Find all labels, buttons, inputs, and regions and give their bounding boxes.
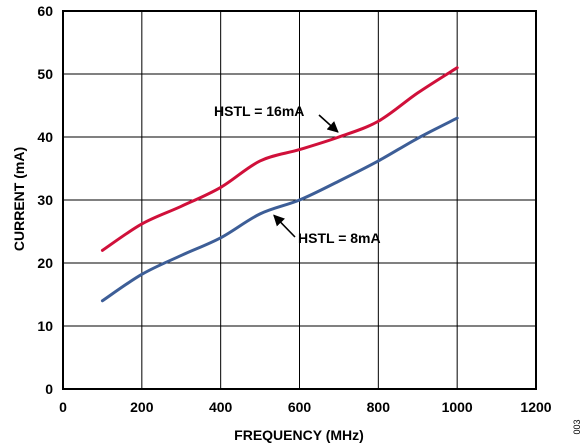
y-tick-label: 10 bbox=[37, 318, 53, 334]
x-tick-label: 1000 bbox=[442, 399, 473, 415]
series-line-1 bbox=[100, 66, 459, 252]
annotations: HSTL = 16mA HSTL = 8mA bbox=[214, 103, 381, 246]
x-tick-label: 400 bbox=[209, 399, 233, 415]
annotation-hstl-8ma: HSTL = 8mA bbox=[298, 230, 381, 246]
annotation-arrow-8ma bbox=[273, 214, 296, 238]
y-tick-label: 50 bbox=[37, 66, 53, 82]
series-line-2 bbox=[100, 116, 459, 303]
x-tick-label: 0 bbox=[59, 399, 67, 415]
y-tick-label: 0 bbox=[45, 381, 53, 397]
x-tick-label: 200 bbox=[130, 399, 154, 415]
tick-labels: 0 200 400 600 800 1000 1200 0 10 20 30 40 50 60 bbox=[37, 3, 551, 415]
y-tick-label: 60 bbox=[37, 3, 53, 19]
y-tick-label: 30 bbox=[37, 192, 53, 208]
data-series bbox=[100, 66, 459, 303]
y-tick-label: 20 bbox=[37, 255, 53, 271]
x-axis-title: FREQUENCY (MHz) bbox=[234, 427, 364, 443]
y-tick-label: 40 bbox=[37, 129, 53, 145]
annotation-arrow-16ma bbox=[318, 114, 339, 133]
annotation-hstl-16ma: HSTL = 16mA bbox=[214, 103, 304, 119]
x-tick-label: 600 bbox=[288, 399, 312, 415]
figure-number: 003 bbox=[572, 419, 582, 434]
plot-frame bbox=[62, 10, 537, 390]
x-tick-label: 1200 bbox=[520, 399, 551, 415]
y-axis-title: CURRENT (mA) bbox=[11, 147, 27, 251]
x-tick-label: 800 bbox=[367, 399, 391, 415]
